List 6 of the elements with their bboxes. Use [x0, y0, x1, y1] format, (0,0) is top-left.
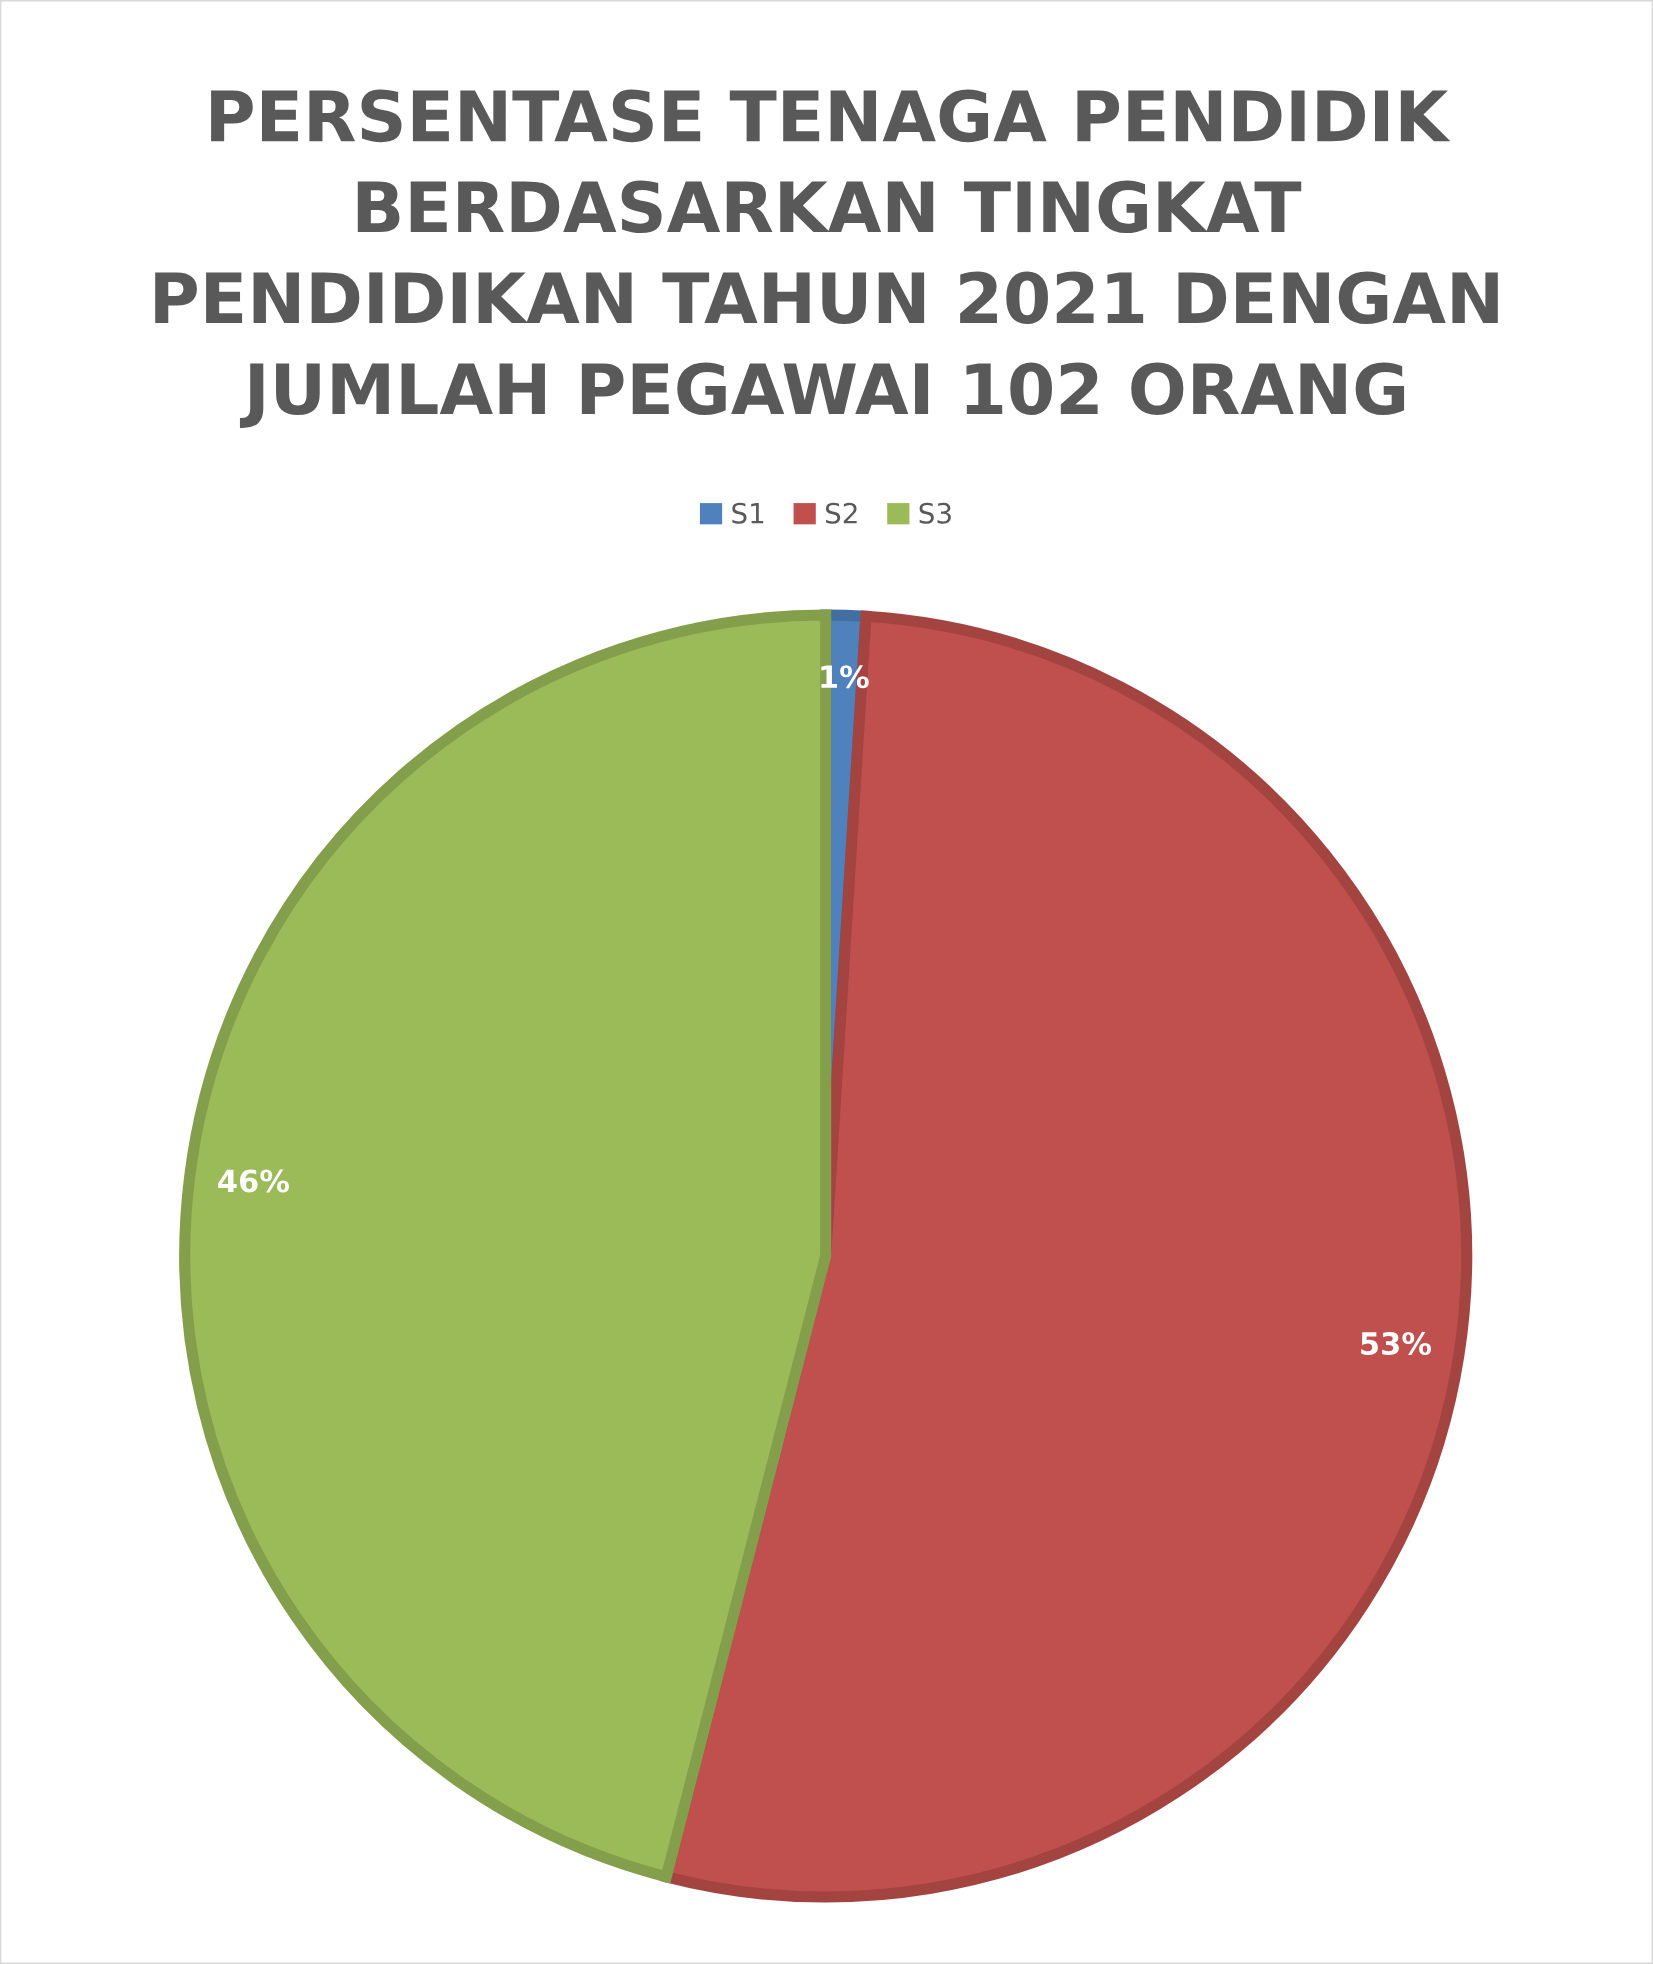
legend-label: S2 — [825, 502, 857, 524]
legend-label: S3 — [919, 502, 951, 524]
data-label: 53% — [1361, 1331, 1432, 1356]
data-label: 46% — [218, 1169, 289, 1193]
legend-label: S1 — [732, 502, 764, 524]
chart-title: PERSENTASE TENAGA PENDIDIK BERDASARKAN TINGKAT PENDIDIKAN TAHUN 2021 DENGAN JUMLAH PEGAWAI 102 ORANG — [155, 89, 1498, 428]
